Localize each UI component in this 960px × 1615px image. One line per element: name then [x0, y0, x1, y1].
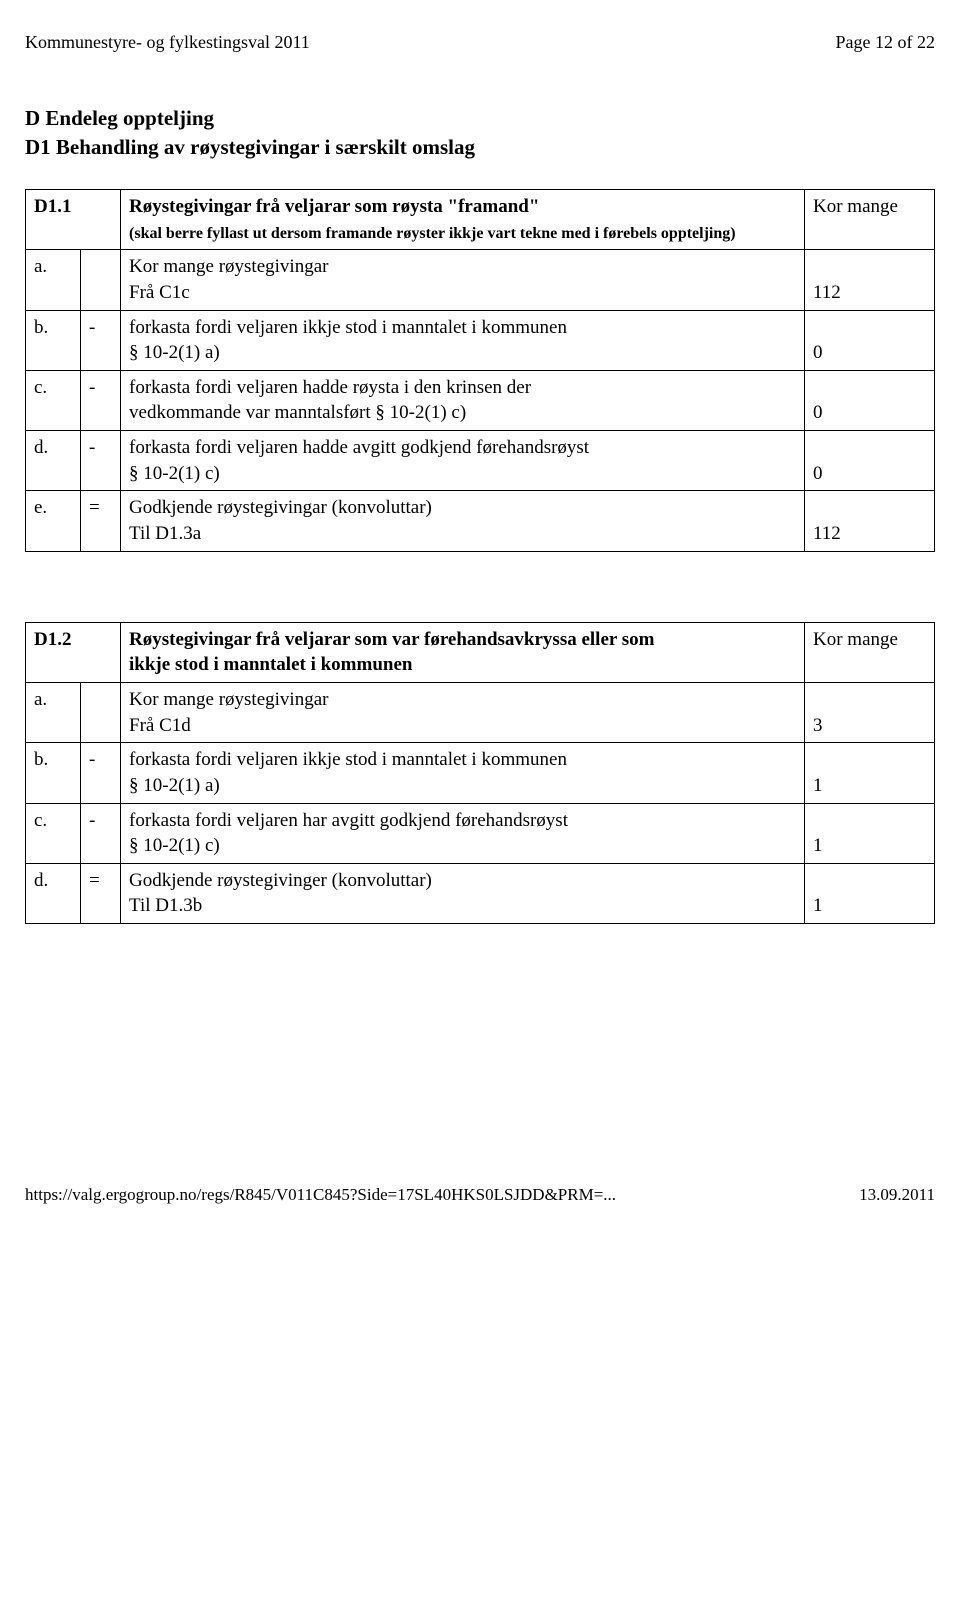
table-row: a. Kor mange røystegivingar Frå C1c 112 [26, 250, 935, 310]
table-row: b. - forkasta fordi veljaren ikkje stod … [26, 743, 935, 803]
section-subtitle: D1 Behandling av røystegivingar i særski… [25, 133, 935, 161]
page-footer: https://valg.ergogroup.no/regs/R845/V011… [25, 1184, 935, 1207]
cell-desc1: forkasta fordi veljaren har avgitt godkj… [129, 808, 796, 834]
cell-desc2: § 10-2(1) a) [129, 773, 796, 799]
cell-val: 1 [805, 863, 935, 923]
cell-desc1: Kor mange røystegivingar [129, 254, 796, 280]
cell-desc1: forkasta fordi veljaren hadde avgitt god… [129, 435, 796, 461]
cell-desc1: Godkjende røystegivinger (konvoluttar) [129, 868, 796, 894]
footer-date: 13.09.2011 [859, 1184, 935, 1207]
page-header: Kommunestyre- og fylkestingsval 2011 Pag… [25, 30, 935, 54]
table-row: D1.2 Røystegivingar frå veljarar som var… [26, 622, 935, 682]
cell-desc1: forkasta fordi veljaren hadde røysta i d… [129, 375, 796, 401]
table-row: d. - forkasta fordi veljaren hadde avgit… [26, 431, 935, 491]
cell-desc2: Frå C1d [129, 713, 796, 739]
cell-letter: a. [26, 250, 81, 310]
table-row: D1.1 Røystegivingar frå veljarar som røy… [26, 189, 935, 249]
cell-val: 1 [805, 803, 935, 863]
cell-op [81, 682, 121, 742]
table-row: c. - forkasta fordi veljaren hadde røyst… [26, 370, 935, 430]
cell-val: 1 [805, 743, 935, 803]
header-left: Kommunestyre- og fylkestingsval 2011 [25, 30, 310, 54]
cell-desc2: § 10-2(1) c) [129, 833, 796, 859]
cell-op: - [81, 370, 121, 430]
table1-note: (skal berre fyllast ut dersom framande r… [129, 225, 736, 242]
table-row: a. Kor mange røystegivingar Frå C1d 3 [26, 682, 935, 742]
cell-desc1: Godkjende røystegivingar (konvoluttar) [129, 495, 796, 521]
cell-val: 3 [805, 682, 935, 742]
cell-letter: b. [26, 310, 81, 370]
cell-desc2: § 10-2(1) c) [129, 461, 796, 487]
table-row: c. - forkasta fordi veljaren har avgitt … [26, 803, 935, 863]
cell-desc1: Kor mange røystegivingar [129, 687, 796, 713]
table1-kormange: Kor mange [813, 196, 898, 217]
cell-letter: d. [26, 431, 81, 491]
cell-desc2: § 10-2(1) a) [129, 340, 796, 366]
cell-letter: b. [26, 743, 81, 803]
section-title-main: D Endeleg oppteljing [25, 104, 935, 132]
cell-desc1: forkasta fordi veljaren ikkje stod i man… [129, 315, 796, 341]
cell-desc1: forkasta fordi veljaren ikkje stod i man… [129, 747, 796, 773]
table1-code: D1.1 [34, 196, 71, 217]
cell-val: 0 [805, 370, 935, 430]
cell-op: - [81, 431, 121, 491]
table-d1-1: D1.1 Røystegivingar frå veljarar som røy… [25, 189, 935, 552]
cell-val: 112 [805, 250, 935, 310]
cell-op: - [81, 310, 121, 370]
cell-op: = [81, 491, 121, 551]
cell-desc2: vedkommande var manntalsført § 10-2(1) c… [129, 400, 796, 426]
cell-desc2: Til D1.3a [129, 521, 796, 547]
cell-letter: e. [26, 491, 81, 551]
footer-url: https://valg.ergogroup.no/regs/R845/V011… [25, 1184, 616, 1207]
cell-letter: c. [26, 803, 81, 863]
table-row: e. = Godkjende røystegivingar (konvolutt… [26, 491, 935, 551]
cell-val: 0 [805, 431, 935, 491]
cell-op: - [81, 743, 121, 803]
cell-op [81, 250, 121, 310]
table-row: d. = Godkjende røystegivinger (konvolutt… [26, 863, 935, 923]
cell-letter: c. [26, 370, 81, 430]
cell-val: 0 [805, 310, 935, 370]
cell-val: 112 [805, 491, 935, 551]
table2-title2: ikkje stod i manntalet i kommunen [129, 652, 796, 678]
header-right: Page 12 of 22 [836, 30, 935, 54]
table-row: b. - forkasta fordi veljaren ikkje stod … [26, 310, 935, 370]
cell-op: - [81, 803, 121, 863]
cell-desc2: Frå C1c [129, 280, 796, 306]
cell-letter: d. [26, 863, 81, 923]
cell-letter: a. [26, 682, 81, 742]
cell-op: = [81, 863, 121, 923]
table1-title: Røystegivingar frå veljarar som røysta "… [129, 196, 539, 217]
table-d1-2: D1.2 Røystegivingar frå veljarar som var… [25, 622, 935, 924]
table2-code: D1.2 [34, 629, 71, 650]
cell-desc2: Til D1.3b [129, 893, 796, 919]
table2-title1: Røystegivingar frå veljarar som var føre… [129, 627, 796, 653]
table2-kormange: Kor mange [813, 629, 898, 650]
